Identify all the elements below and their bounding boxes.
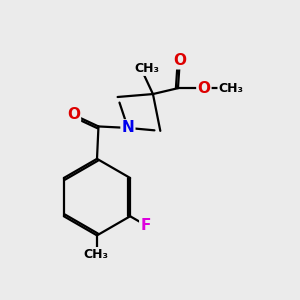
Text: CH₃: CH₃: [218, 82, 244, 95]
Text: F: F: [140, 218, 151, 232]
Text: CH₃: CH₃: [135, 62, 160, 75]
Text: CH₃: CH₃: [83, 248, 108, 261]
Text: O: O: [197, 81, 210, 96]
Text: O: O: [173, 53, 186, 68]
Text: O: O: [67, 107, 80, 122]
Text: N: N: [122, 120, 134, 135]
